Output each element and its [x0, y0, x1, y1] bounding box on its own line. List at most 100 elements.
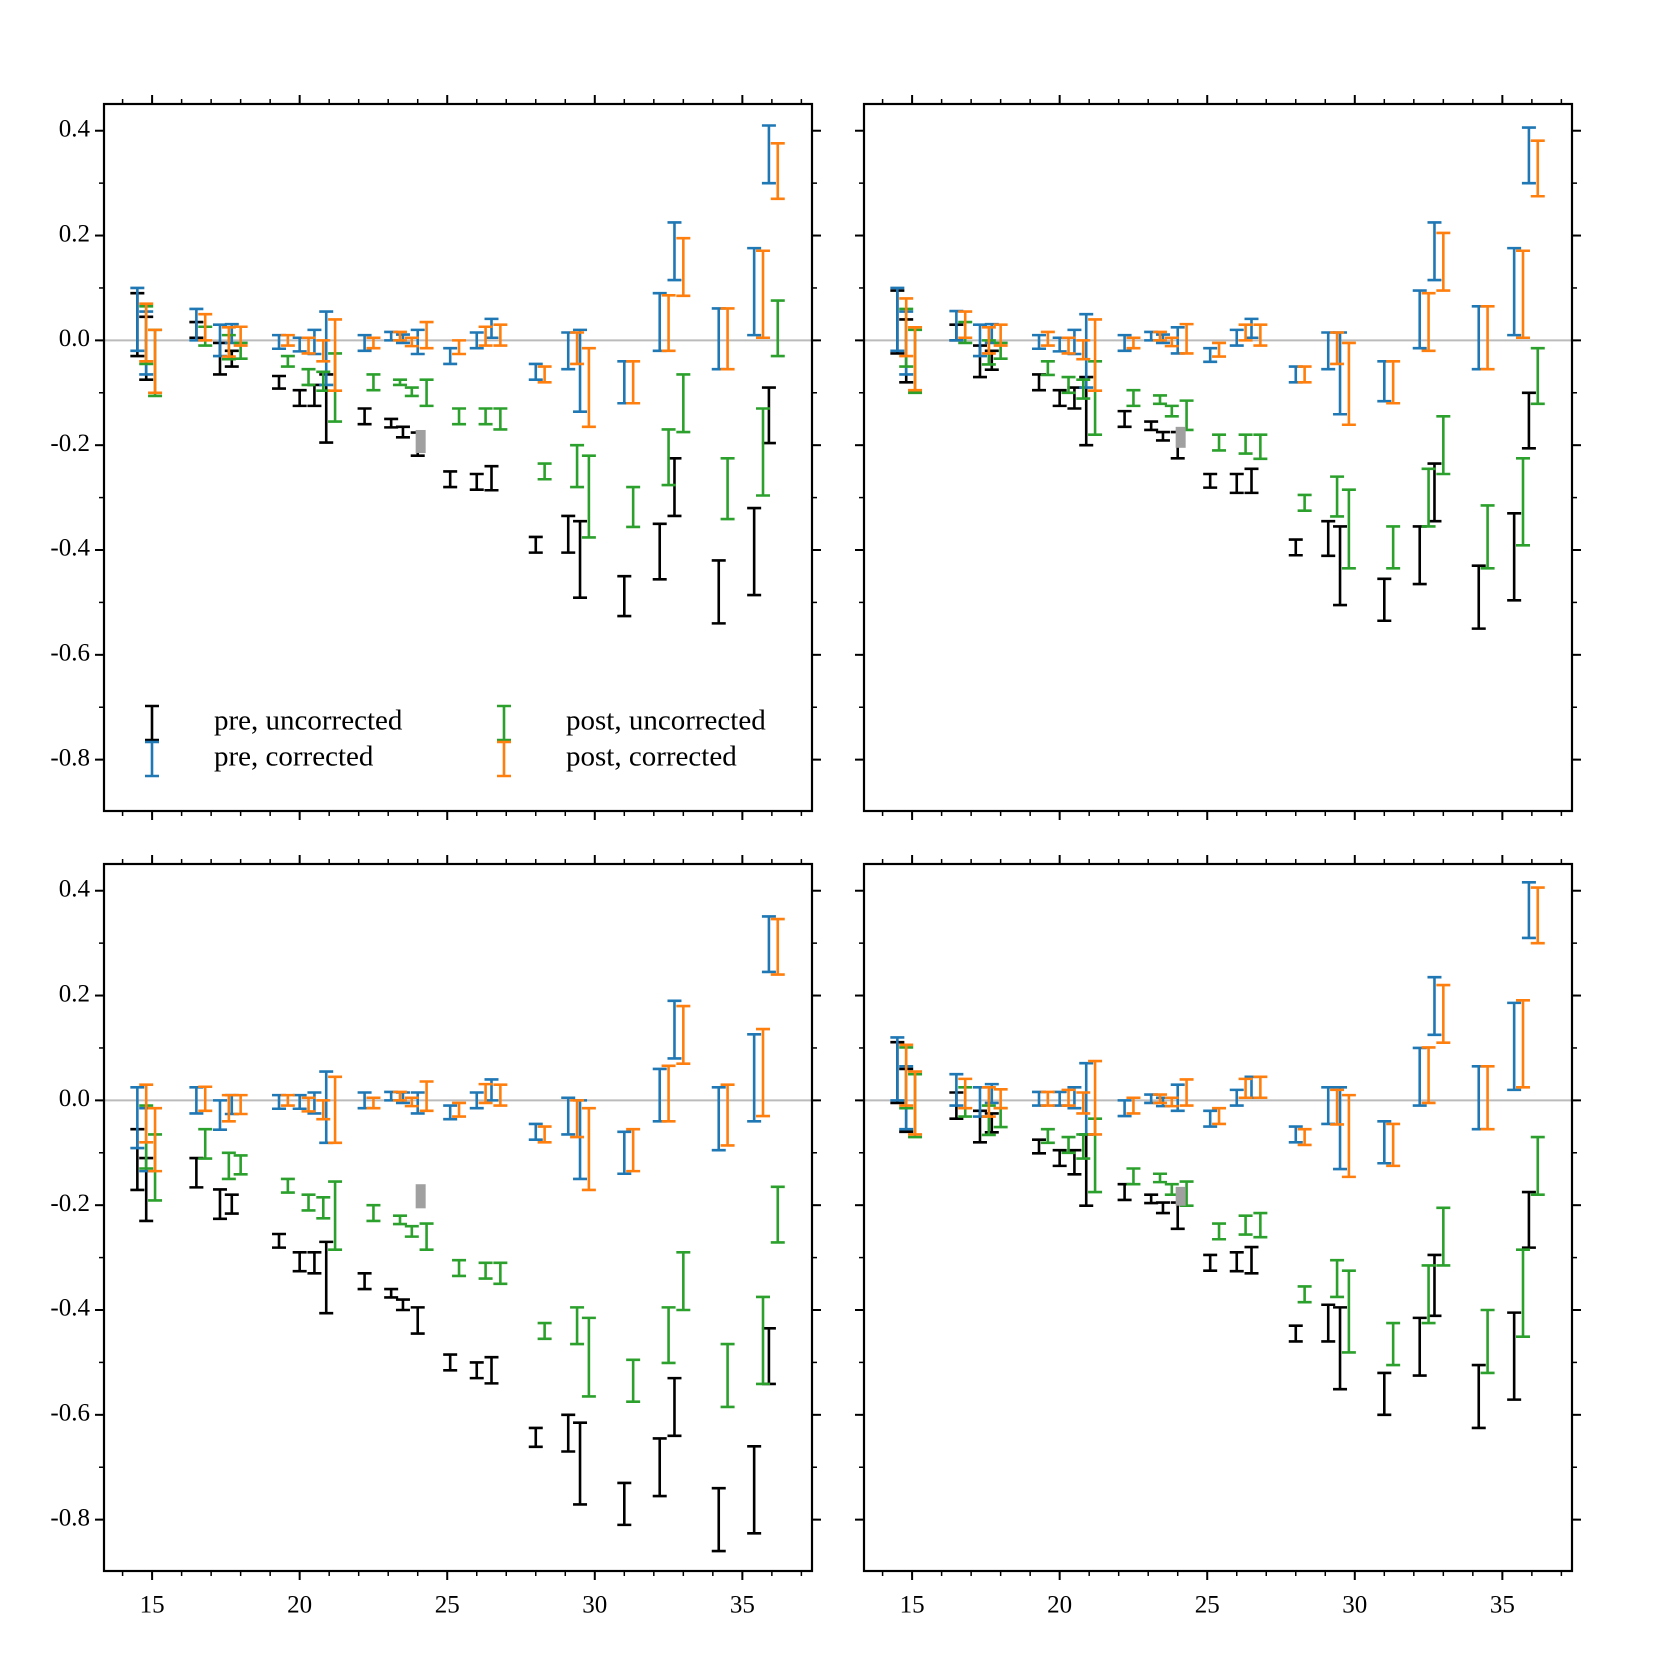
error-bar: [319, 1070, 334, 1145]
error-bar: [1333, 1085, 1348, 1171]
error-bar: [1229, 472, 1244, 495]
error-bar: [1427, 221, 1442, 282]
error-bar: [1412, 525, 1427, 586]
error-bar: [1436, 983, 1451, 1045]
error-bar: [581, 1316, 596, 1398]
error-bar: [452, 339, 467, 356]
error-bar: [1333, 525, 1348, 607]
error-bar: [1521, 1190, 1536, 1249]
error-bar: [139, 1083, 154, 1144]
error-bar: [756, 249, 771, 340]
legend-label: pre, uncorrected: [214, 705, 403, 737]
error-bar: [1516, 1248, 1531, 1339]
error-bar: [1244, 1245, 1259, 1275]
error-bar: [581, 1106, 596, 1192]
error-bar: [1471, 1363, 1486, 1430]
x-tick-label: 20: [1047, 1592, 1072, 1619]
panel: 15 20 25 30 35: [855, 855, 1581, 1619]
error-bar: [667, 1376, 682, 1438]
error-bar: [1297, 365, 1312, 384]
error-bar: [747, 1033, 762, 1123]
error-bar: [1386, 1122, 1401, 1168]
y-tick-label: -0.6: [50, 1400, 90, 1427]
error-bar: [469, 1361, 484, 1380]
error-bar: [1516, 456, 1531, 547]
error-bar: [1040, 1127, 1055, 1145]
error-bar: [720, 456, 735, 521]
error-bar: [328, 1075, 343, 1145]
error-bar: [478, 1082, 493, 1105]
error-bar: [139, 302, 154, 363]
error-bar: [1203, 346, 1218, 364]
panel: 0.4 0.2 0.0 -0.2 -0.4 -0.6 -0.8 pre, uncorrecte…: [50, 95, 821, 820]
error-bar: [410, 1306, 425, 1335]
error-bar: [770, 299, 785, 358]
error-bar: [993, 323, 1008, 347]
error-bar: [1238, 433, 1253, 455]
error-bar: [1253, 1211, 1268, 1239]
plot-area: [890, 881, 1545, 1430]
error-bar: [1040, 1090, 1055, 1107]
x-tick-label: 35: [1490, 1592, 1515, 1619]
error-bar: [1052, 1090, 1067, 1107]
error-bar: [404, 1096, 419, 1108]
error-bar: [1153, 330, 1168, 342]
y-tick-label: 0.2: [59, 980, 90, 1007]
error-bar: [570, 331, 585, 366]
error-bar: [761, 124, 776, 185]
error-bar: [1164, 336, 1179, 348]
error-bar: [1507, 1001, 1522, 1092]
error-bar: [130, 1085, 145, 1150]
error-bar: [301, 336, 316, 355]
error-bar: [1076, 378, 1091, 400]
error-bar: [711, 1486, 726, 1553]
error-bar: [419, 378, 434, 408]
error-bar: [316, 370, 331, 392]
error-bar: [292, 388, 307, 408]
shaded-box: [1175, 1186, 1186, 1206]
error-bar: [233, 325, 248, 347]
error-bar: [443, 470, 458, 489]
error-bar: [301, 367, 316, 387]
error-bar: [617, 574, 632, 618]
shaded-box: [415, 429, 426, 454]
error-bar: [1341, 1269, 1356, 1354]
error-bar: [570, 1099, 585, 1139]
error-bar: [316, 1099, 331, 1121]
error-bar: [1155, 1201, 1170, 1215]
error-bar: [484, 1355, 499, 1385]
error-bar: [1436, 231, 1451, 292]
error-bar: [1386, 1321, 1401, 1367]
error-bar: [233, 1093, 248, 1116]
error-bar: [493, 323, 508, 347]
error-bar: [676, 373, 691, 434]
error-bar: [366, 373, 381, 392]
error-bar: [573, 519, 588, 599]
error-bar: [1412, 1316, 1427, 1377]
error-bar: [272, 1232, 287, 1249]
error-bar: [561, 1413, 576, 1453]
error-bar: [561, 514, 576, 554]
error-bar: [661, 1306, 676, 1365]
y-tick-label: -0.4: [50, 1295, 90, 1322]
error-bar: [233, 1154, 248, 1176]
error-bar: [1471, 1065, 1486, 1131]
error-bar: [652, 291, 667, 353]
error-bar: [404, 386, 419, 398]
error-bar: [1032, 333, 1047, 351]
error-bar: [617, 360, 632, 405]
legend-symbol: [497, 740, 511, 778]
error-bar: [1330, 1258, 1345, 1299]
error-bar: [1297, 493, 1312, 512]
axes-frame: [102, 862, 814, 1573]
error-bar: [384, 1287, 399, 1299]
legend-symbol: [145, 704, 159, 742]
error-bar: [626, 360, 641, 405]
error-bar: [221, 1093, 236, 1123]
error-bar: [981, 1085, 996, 1118]
error-bar: [280, 1093, 295, 1107]
error-bar: [419, 1080, 434, 1113]
error-bar: [626, 1358, 641, 1404]
error-bar: [1061, 1088, 1076, 1107]
error-bar: [292, 1251, 307, 1273]
